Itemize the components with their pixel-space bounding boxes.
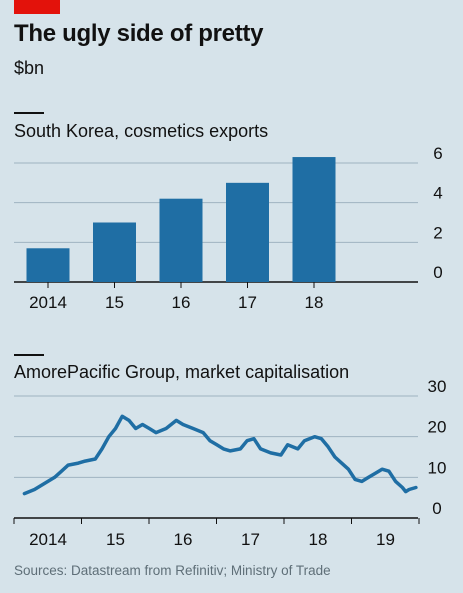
page-title: The ugly side of pretty xyxy=(14,20,264,47)
chart2-title: AmorePacific Group, market capitalisatio… xyxy=(14,362,350,382)
bar-chart-x-tick-label: 15 xyxy=(105,293,124,312)
line-chart-y-tick-label: 10 xyxy=(428,458,447,477)
source-note: Sources: Datastream from Refinitiv; Mini… xyxy=(14,563,331,578)
line-chart-x-tick-label: 18 xyxy=(309,530,328,549)
bar xyxy=(226,182,269,282)
bar-chart-y-tick-label: 6 xyxy=(433,144,442,163)
line-chart-x-tick-label: 17 xyxy=(241,530,260,549)
bar-chart-x-tick-label: 2014 xyxy=(29,293,67,312)
series-line xyxy=(22,414,418,496)
bar xyxy=(159,198,203,282)
chart1-title: South Korea, cosmetics exports xyxy=(14,121,269,141)
bar-chart-x-tick-label: 17 xyxy=(238,293,257,312)
brand-accent-tag xyxy=(14,0,60,14)
line-chart-x-tick-label: 19 xyxy=(376,530,395,549)
unit-subtitle: $bn xyxy=(14,58,45,78)
bar xyxy=(26,248,70,282)
bar-chart-y-tick-label: 4 xyxy=(433,184,442,203)
line-chart-y-tick-label: 30 xyxy=(428,377,447,396)
line-chart-x-tick-label: 15 xyxy=(106,530,125,549)
bar xyxy=(93,222,136,282)
bar-chart: 0 2 4 6 2014 15 16 17 18 xyxy=(14,144,443,312)
bar-chart-x-tick-label: 18 xyxy=(305,293,324,312)
line-chart-x-tick-label: 2014 xyxy=(29,530,67,549)
chart1-title-rule xyxy=(14,112,44,114)
line-chart-x-tick-label: 16 xyxy=(174,530,193,549)
bar-chart-x-tick-label: 16 xyxy=(172,293,191,312)
bar-chart-y-tick-label: 2 xyxy=(433,223,442,242)
line-chart: 0 10 20 30 2014 15 16 17 18 19 xyxy=(13,377,447,549)
bar xyxy=(292,157,336,282)
bar-chart-y-tick-label: 0 xyxy=(433,263,442,282)
line-chart-y-tick-label: 20 xyxy=(428,418,447,437)
chart2-title-rule xyxy=(14,354,44,356)
line-chart-y-tick-label: 0 xyxy=(432,499,441,518)
